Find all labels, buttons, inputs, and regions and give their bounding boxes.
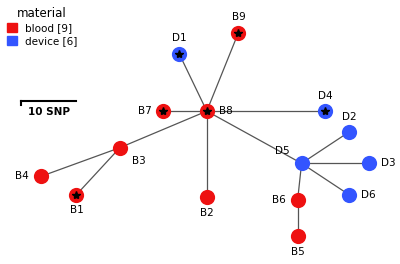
Text: B9: B9 — [232, 12, 245, 22]
Point — [346, 192, 352, 197]
Point — [160, 109, 166, 113]
Text: D1: D1 — [172, 33, 186, 43]
Text: B3: B3 — [132, 155, 146, 166]
Point — [204, 195, 210, 199]
Point — [235, 31, 242, 35]
Point — [366, 161, 372, 166]
Text: 10 SNP: 10 SNP — [28, 107, 70, 117]
Point — [117, 145, 123, 150]
Text: D5: D5 — [275, 145, 290, 155]
Text: B4: B4 — [15, 171, 29, 181]
Point — [204, 109, 210, 113]
Text: B2: B2 — [200, 208, 214, 218]
Text: B1: B1 — [70, 205, 83, 215]
Text: D3: D3 — [380, 158, 395, 168]
Text: B8: B8 — [219, 106, 232, 116]
Point — [73, 192, 80, 197]
Text: D2: D2 — [342, 112, 356, 121]
Point — [294, 198, 301, 202]
Point — [176, 51, 182, 56]
Text: B7: B7 — [138, 106, 152, 116]
Point — [346, 130, 352, 134]
Point — [38, 174, 44, 178]
Point — [322, 109, 328, 113]
Point — [294, 234, 301, 239]
Point — [298, 161, 305, 166]
Text: D4: D4 — [318, 91, 332, 101]
Legend: blood [9], device [6]: blood [9], device [6] — [6, 7, 78, 46]
Text: B6: B6 — [272, 195, 286, 205]
Text: B5: B5 — [291, 247, 304, 257]
Text: D6: D6 — [361, 190, 376, 200]
